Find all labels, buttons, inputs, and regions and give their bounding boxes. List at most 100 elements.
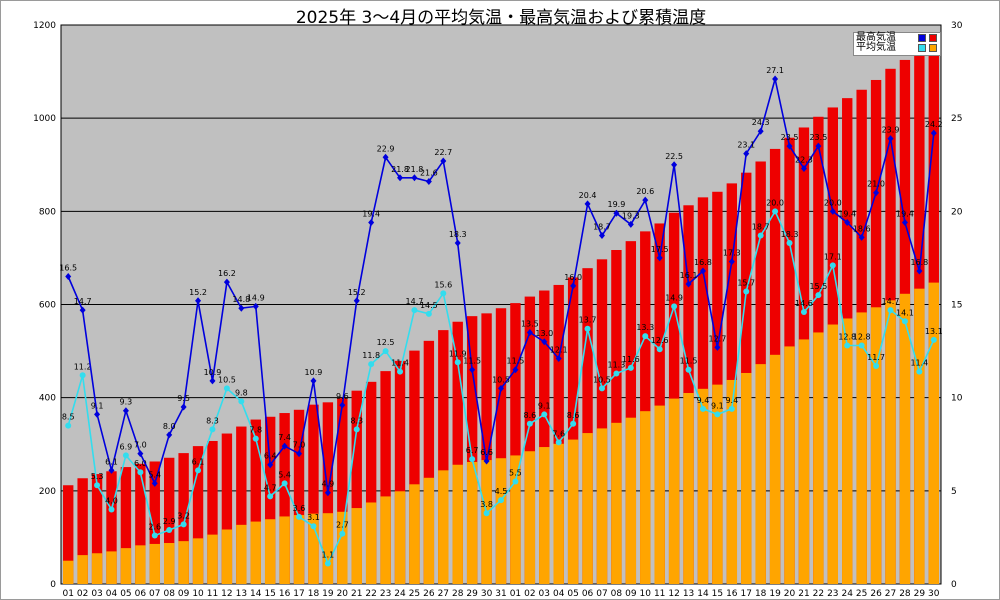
data-label: 5.4: [278, 470, 291, 479]
series-point: [382, 348, 389, 355]
data-label: 14.7: [406, 297, 424, 306]
bar-max-cumulative: [539, 290, 550, 584]
data-label: 9.1: [91, 401, 104, 410]
y-left-tick-label: 0: [50, 580, 56, 590]
bar-avg-cumulative: [769, 354, 781, 584]
series-point: [858, 342, 865, 349]
x-tick-label: 04: [553, 589, 565, 599]
data-label: 6.1: [192, 457, 205, 466]
bar-avg-cumulative: [380, 496, 391, 584]
bar-max-cumulative: [394, 360, 406, 584]
bar-max-cumulative: [582, 268, 593, 584]
series-point: [613, 209, 620, 217]
y-right-tick-label: 30: [951, 21, 963, 31]
x-tick-label: 21: [351, 589, 362, 599]
bar-avg-cumulative: [106, 551, 117, 584]
series-point: [281, 480, 288, 487]
bar-max-cumulative: [640, 231, 651, 584]
data-label: 3.1: [307, 513, 320, 522]
bar-avg-cumulative: [640, 411, 651, 584]
x-tick-label: 31: [495, 589, 506, 599]
legend-row-max: 最高気温: [854, 33, 940, 43]
series-point: [786, 142, 793, 150]
series-point: [108, 506, 115, 513]
legend: 最高気温 平均気温: [853, 32, 941, 56]
bar-avg-cumulative: [409, 484, 420, 584]
data-label: 17.3: [723, 249, 741, 258]
bar-avg-cumulative: [365, 502, 377, 584]
x-tick-label: 02: [77, 589, 88, 599]
data-label: 18.7: [593, 223, 611, 232]
data-label: 11.5: [680, 357, 698, 366]
x-tick-label: 25: [409, 589, 420, 599]
x-tick-label: 13: [683, 589, 694, 599]
data-label: 14.7: [74, 297, 92, 306]
x-tick-label: 20: [337, 589, 349, 599]
data-label: 11.4: [391, 359, 409, 368]
series-point: [94, 410, 101, 418]
data-label: 23.9: [882, 126, 900, 135]
bar-avg-cumulative: [798, 339, 810, 584]
y-right-tick-label: 0: [951, 580, 957, 590]
series-point: [94, 482, 101, 489]
data-label: 19.3: [622, 211, 640, 220]
legend-label-max: 最高気温: [856, 32, 896, 43]
data-label: 16.0: [564, 273, 582, 282]
bar-avg-cumulative: [596, 428, 608, 584]
data-label: 7.0: [293, 441, 306, 450]
bar-avg-cumulative: [755, 364, 766, 584]
data-label: 14.1: [896, 308, 914, 317]
data-label: 5.4: [148, 470, 161, 479]
data-label: 23.5: [809, 133, 827, 142]
data-label: 7.0: [134, 441, 147, 450]
series-point: [137, 469, 144, 476]
series-point: [584, 200, 591, 208]
bar-max-cumulative: [192, 446, 204, 584]
series-point: [166, 526, 173, 533]
y-left-tick-label: 1200: [33, 21, 56, 31]
bar-max-cumulative: [495, 308, 507, 584]
bar-avg-cumulative: [553, 443, 564, 584]
series-point: [570, 420, 577, 427]
legend-swatch-max-bar: [929, 34, 937, 42]
legend-swatch-max-line: [918, 34, 926, 42]
bar-avg-cumulative: [164, 543, 175, 584]
data-label: 6.0: [134, 459, 147, 468]
x-tick-label: 23: [380, 589, 391, 599]
bar-avg-cumulative: [438, 470, 449, 584]
data-label: 16.1: [680, 271, 698, 280]
series-point: [267, 493, 274, 500]
series-point: [324, 560, 331, 567]
series-point: [671, 161, 678, 169]
series-point: [786, 240, 793, 247]
series-point: [829, 262, 836, 269]
data-label: 5.3: [91, 472, 104, 481]
data-label: 24.3: [752, 118, 770, 127]
data-label: 19.9: [608, 200, 626, 209]
bar-avg-cumulative: [870, 307, 882, 584]
bar-avg-cumulative: [827, 324, 838, 584]
y-left-tick-label: 200: [39, 487, 56, 497]
bar-avg-cumulative: [784, 346, 795, 584]
x-tick-label: 03: [91, 589, 102, 599]
bar-avg-cumulative: [77, 555, 88, 584]
series-point: [368, 361, 375, 368]
x-tick-label: 08: [163, 589, 175, 599]
x-tick-label: 29: [466, 589, 478, 599]
bar-avg-cumulative: [63, 560, 74, 584]
series-point: [411, 174, 418, 182]
bar-avg-cumulative: [178, 541, 189, 584]
series-point: [901, 318, 908, 325]
bar-avg-cumulative: [582, 433, 593, 584]
data-label: 13.0: [535, 329, 553, 338]
bar-avg-cumulative: [567, 439, 579, 584]
bar-avg-cumulative: [539, 447, 550, 584]
series-point: [555, 355, 562, 363]
series-point: [195, 467, 202, 474]
bar-avg-cumulative: [654, 405, 665, 584]
data-label: 14.5: [420, 301, 438, 310]
y-left-tick-label: 800: [39, 207, 56, 217]
series-point: [829, 207, 836, 215]
data-label: 14.9: [665, 293, 683, 302]
x-tick-label: 14: [250, 589, 262, 599]
